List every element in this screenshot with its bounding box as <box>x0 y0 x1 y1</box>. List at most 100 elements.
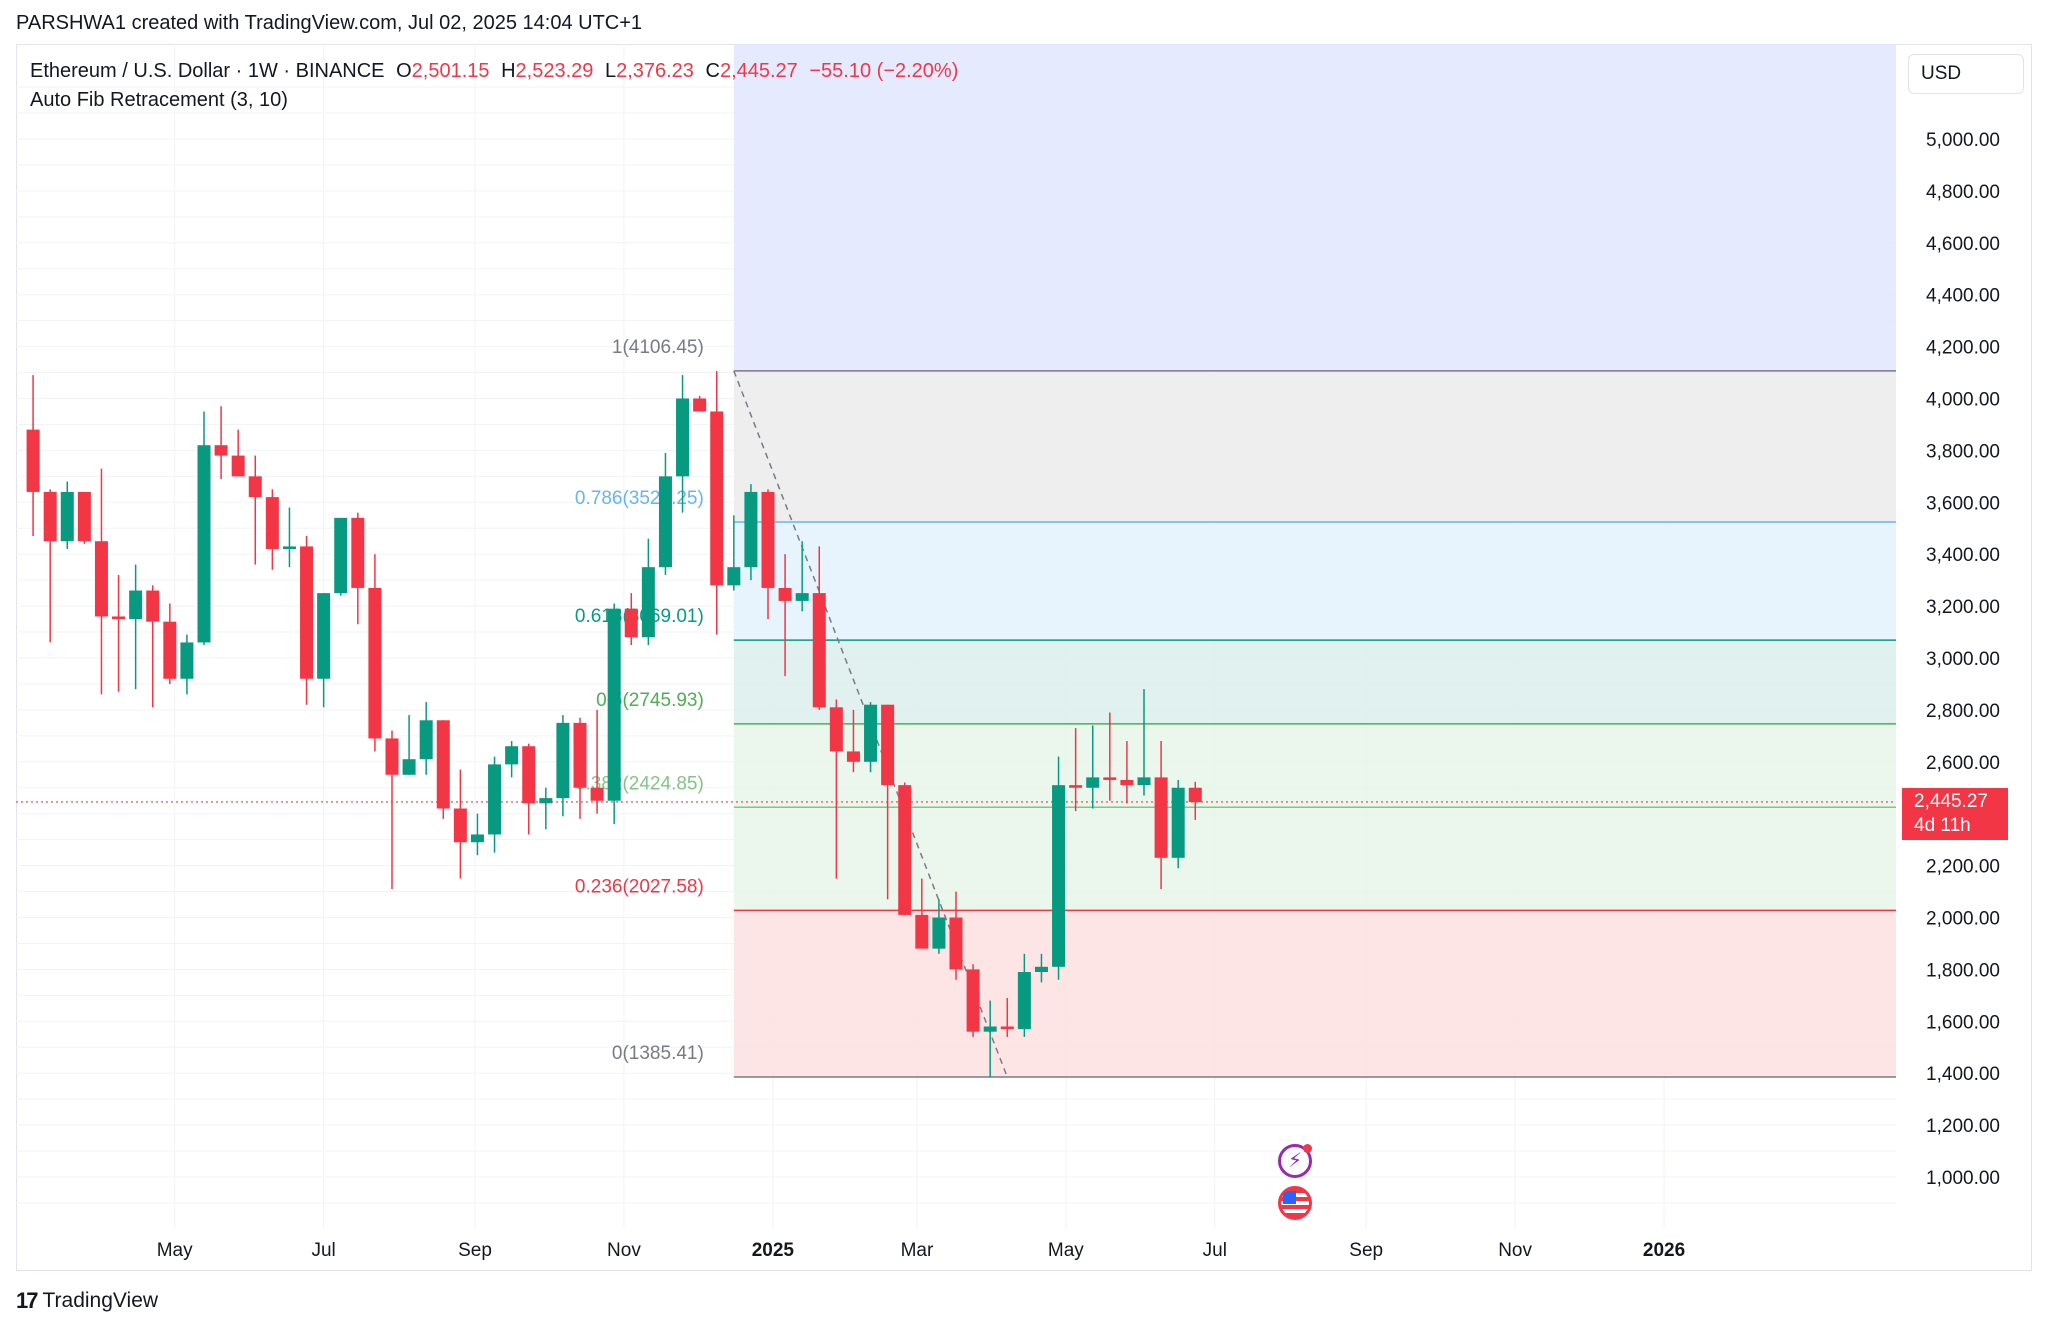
candle-body <box>915 914 929 949</box>
fib-zone-236-0 <box>733 910 1897 1077</box>
y-axis-tick-label: 4,000.00 <box>1926 390 2000 411</box>
flag-canton <box>1283 1191 1296 1204</box>
candle-body <box>1188 787 1202 803</box>
high-label: H <box>501 60 516 82</box>
candle-body <box>453 808 467 843</box>
flash-event-icon[interactable]: ⚡ <box>1278 1144 1312 1178</box>
notification-dot <box>1303 1144 1312 1153</box>
candle-body <box>385 738 399 775</box>
x-axis-tick-label: Jul <box>311 1240 335 1261</box>
candle-body <box>778 587 792 601</box>
candle-body <box>693 398 707 412</box>
y-axis-tick-label: 2,000.00 <box>1926 909 2000 930</box>
candle-body <box>966 969 980 1032</box>
x-axis-tick-label: Nov <box>607 1240 641 1261</box>
tradingview-logo[interactable]: 17 TradingView <box>16 1288 158 1314</box>
x-axis-tick-label: Mar <box>901 1240 934 1261</box>
candle-body <box>43 491 57 542</box>
candle-body <box>505 746 519 765</box>
symbol-title[interactable]: Ethereum / U.S. Dollar · 1W · BINANCE <box>30 60 385 82</box>
candle-body <box>231 455 245 477</box>
candle-body <box>334 517 348 594</box>
last-price-tag: 2,445.27 4d 11h <box>1902 788 2008 840</box>
candle-body <box>470 834 484 843</box>
candle-body <box>368 587 382 739</box>
candle-body <box>607 608 621 801</box>
candle-body <box>881 704 895 786</box>
fib-level-label: 0.618(3069.01) <box>575 606 704 627</box>
indicator-label[interactable]: Auto Fib Retracement (3, 10) <box>30 89 288 111</box>
candle-body <box>898 785 912 915</box>
candle-body <box>556 722 570 799</box>
y-axis-tick-label: 1,800.00 <box>1926 960 2000 981</box>
candle-body <box>163 621 177 679</box>
currency-button[interactable]: USD <box>1908 54 2024 94</box>
x-axis-tick-label: 2026 <box>1643 1240 1685 1261</box>
fib-zone-786-618 <box>733 521 1897 641</box>
y-axis-tick-label: 3,400.00 <box>1926 545 2000 566</box>
close-value: 2,445.27 <box>719 60 798 82</box>
candle-body <box>744 491 758 568</box>
candle-body <box>282 546 296 550</box>
fib-level-label: 0(1385.41) <box>612 1043 704 1064</box>
x-axis-tick-label: Jul <box>1203 1240 1227 1261</box>
fib-level-label: 0.382(2424.85) <box>575 773 704 794</box>
y-axis-tick-label: 5,000.00 <box>1926 130 2000 151</box>
y-axis-tick-label: 3,800.00 <box>1926 441 2000 462</box>
fib-zone-618-5 <box>733 640 1897 724</box>
candle-body <box>795 593 809 601</box>
candle-body <box>214 445 228 456</box>
brand-name: TradingView <box>42 1289 159 1312</box>
candles <box>26 370 1202 1078</box>
candle-body <box>317 593 331 679</box>
y-axis-tick-label: 4,600.00 <box>1926 234 2000 255</box>
y-axis-tick-label: 2,800.00 <box>1926 701 2000 722</box>
y-axis-tick-label: 3,600.00 <box>1926 493 2000 514</box>
candle-body <box>658 476 672 568</box>
candle-body <box>77 491 91 542</box>
candle-body <box>846 751 860 762</box>
x-axis-tick-label: Sep <box>1349 1240 1383 1261</box>
candle-body <box>1052 785 1066 967</box>
candle-body <box>932 917 946 949</box>
fib-level-label: 1(4106.45) <box>612 337 704 358</box>
candle-body <box>1120 779 1134 786</box>
candle-body <box>488 764 502 835</box>
candle-body <box>1034 966 1048 972</box>
us-flag-event-icon[interactable] <box>1278 1186 1312 1220</box>
candle-body <box>419 720 433 760</box>
candle-body <box>522 746 536 804</box>
y-axis-tick-label: 1,000.00 <box>1926 1168 2000 1189</box>
high-value: 2,523.29 <box>515 60 594 82</box>
candle-body <box>402 759 416 775</box>
candle-body <box>1137 777 1151 786</box>
candle-body <box>727 567 741 586</box>
candle-body <box>265 497 279 550</box>
candle-body <box>812 593 826 708</box>
attribution-text: PARSHWA1 created with TradingView.com, J… <box>16 12 643 34</box>
x-axis-tick-label: May <box>1048 1240 1084 1261</box>
y-axis-tick-label: 4,200.00 <box>1926 338 2000 359</box>
fib-level-label: 0.5(2745.93) <box>596 690 704 711</box>
fib-level-label: 0.786(3524.25) <box>575 488 704 509</box>
candle-body <box>1069 785 1083 788</box>
open-value: 2,501.15 <box>411 60 490 82</box>
y-axis-tick-label: 1,400.00 <box>1926 1064 2000 1085</box>
candle-body <box>436 720 450 809</box>
candle-body <box>949 917 963 970</box>
candle-body <box>248 476 262 498</box>
candle-body <box>1017 971 1031 1030</box>
candle-body <box>1086 777 1100 788</box>
x-axis-tick-label: May <box>157 1240 193 1261</box>
candle-body <box>60 491 74 542</box>
fib-zone-above-1 <box>733 44 1897 371</box>
candle-body <box>710 411 724 586</box>
x-axis-tick-label: Sep <box>458 1240 492 1261</box>
candle-body <box>864 704 878 762</box>
low-label: L <box>604 60 617 82</box>
candle-body <box>1154 777 1168 858</box>
y-axis-tick-label: 2,200.00 <box>1926 857 2000 878</box>
y-axis-tick-label: 1,600.00 <box>1926 1012 2000 1033</box>
fib-level-label: 0.236(2027.58) <box>575 876 704 897</box>
